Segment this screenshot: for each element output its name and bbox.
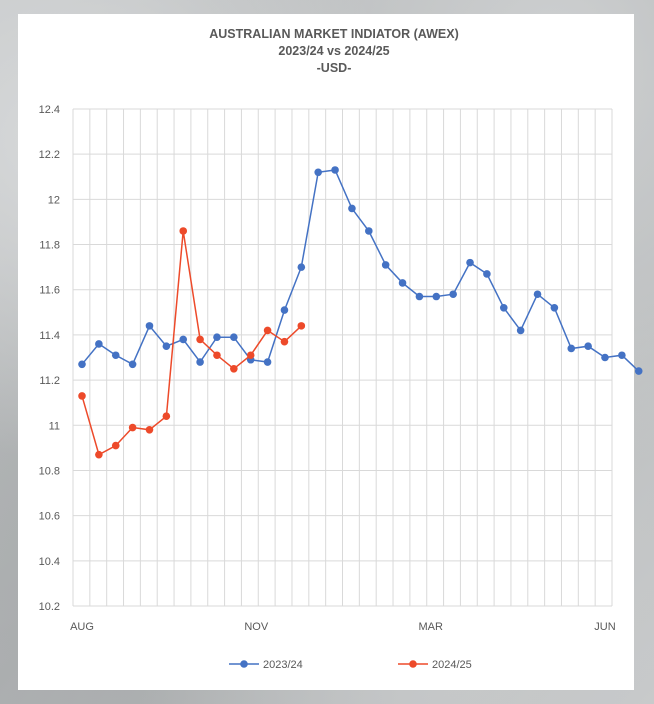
data-point-series-1 [550,304,559,312]
data-point-series-2 [263,326,272,335]
y-tick-label: 10.4 [39,556,60,568]
x-tick-label: NOV [244,621,269,633]
data-point-series-1 [618,351,626,360]
data-point-series-1 [179,335,188,344]
y-tick-label: 11.2 [39,375,60,387]
data-point-series-2 [145,425,154,434]
data-point-series-1 [162,342,171,351]
data-point-series-1 [95,340,103,348]
x-tick-label: JUN [594,621,615,633]
chart-title-line-1: AUSTRALIAN MARKET INDIATOR (AWEX) [209,27,459,41]
data-point-series-2 [111,441,120,450]
data-point-series-1 [297,263,306,271]
legend: 2023/24 2024/25 [229,659,472,671]
data-point-series-1 [331,166,339,174]
data-point-series-1 [145,322,154,330]
data-point-series-1 [230,333,238,341]
series-layer [78,166,643,459]
data-point-series-1 [516,326,525,335]
y-tick-label: 10.6 [39,511,60,523]
chart-title-line-3: -USD- [317,61,352,75]
y-tick-label: 11.8 [39,240,60,252]
y-tick-label: 11.6 [39,285,60,297]
data-point-series-2 [78,392,86,400]
data-point-series-1 [196,358,204,366]
data-point-series-2 [162,412,171,421]
data-point-series-1 [280,306,289,314]
legend-marker-1 [240,660,248,668]
data-point-series-2 [297,322,306,330]
data-point-series-1 [78,360,86,369]
data-point-series-1 [466,258,474,267]
data-point-series-1 [263,358,272,366]
data-point-series-2 [128,423,137,432]
data-point-series-1 [213,333,221,341]
legend-label-1: 2023/24 [263,659,303,671]
data-point-series-1 [634,367,643,375]
series-line-1 [81,169,640,372]
data-point-series-1 [381,261,390,269]
data-point-series-1 [601,353,609,362]
data-point-series-1 [365,227,373,235]
y-tick-label: 11 [49,420,60,432]
data-point-series-2 [246,351,255,360]
data-point-series-1 [111,351,120,360]
y-tick-label: 12 [48,194,60,206]
series-line-2 [81,230,302,456]
x-axis-tick-labels: AUG NOV MAR JUN [70,621,616,633]
data-point-series-1 [432,292,441,301]
x-tick-label: AUG [70,621,94,633]
data-point-series-2 [280,337,289,346]
data-point-series-2 [196,335,204,344]
y-tick-label: 12.2 [39,149,60,161]
data-point-series-1 [398,279,407,287]
data-point-series-1 [415,292,424,301]
data-point-series-1 [314,168,322,177]
grid-lines [72,108,613,607]
data-point-series-1 [348,204,356,213]
y-axis-tick-labels: 10.2 10.4 10.6 10.8 11 11.2 11.4 11.6 11.8 12 12.2… [39,104,60,613]
data-point-series-2 [230,364,238,373]
y-tick-label: 12.4 [39,104,60,116]
x-tick-label: MAR [418,621,443,633]
data-point-series-2 [95,450,103,459]
legend-marker-2 [409,660,417,668]
y-tick-label: 10.8 [39,465,60,477]
data-point-series-1 [567,344,576,353]
legend-label-2: 2024/25 [432,659,472,671]
data-point-series-1 [533,290,542,299]
data-point-series-1 [128,360,137,369]
data-point-series-1 [584,342,592,351]
data-point-series-2 [179,227,188,235]
data-point-series-1 [483,270,491,278]
y-tick-label: 10.2 [39,601,60,613]
data-point-series-1 [499,304,508,312]
data-point-series-2 [213,351,221,360]
data-point-series-1 [449,290,457,299]
y-tick-label: 11.4 [39,330,60,342]
chart-title-line-2: 2023/24 vs 2024/25 [278,44,389,58]
